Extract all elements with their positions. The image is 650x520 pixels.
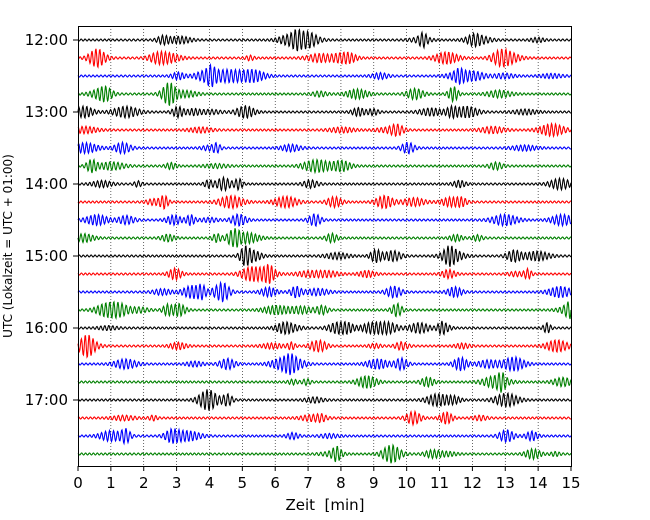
trace-1600 bbox=[77, 319, 572, 337]
x-tick-label-15: 15 bbox=[561, 474, 580, 492]
x-tick-label-2: 2 bbox=[139, 474, 149, 492]
trace-1415 bbox=[77, 194, 571, 211]
x-tick-label-4: 4 bbox=[205, 474, 215, 492]
trace-1345 bbox=[77, 157, 572, 175]
x-tick-label-3: 3 bbox=[172, 474, 182, 492]
y-axis-label: UTC (Lokalzeit = UTC + 01:00) bbox=[1, 154, 15, 338]
trace-1500 bbox=[77, 245, 572, 267]
trace-1530 bbox=[77, 280, 572, 303]
grid-lines bbox=[110, 26, 539, 466]
x-tick-label-9: 9 bbox=[369, 474, 379, 492]
y-tick-label-0: 12:00 bbox=[25, 31, 68, 49]
trace-1245 bbox=[77, 82, 572, 106]
plot-frame bbox=[78, 26, 572, 467]
x-tick-label-5: 5 bbox=[238, 474, 248, 492]
trace-1215 bbox=[77, 47, 572, 69]
x-tick-label-14: 14 bbox=[529, 474, 548, 492]
x-tick-label-8: 8 bbox=[336, 474, 346, 492]
trace-1630 bbox=[77, 353, 572, 376]
x-tick-label-10: 10 bbox=[397, 474, 416, 492]
trace-1730 bbox=[77, 427, 572, 446]
x-tick-label-6: 6 bbox=[270, 474, 280, 492]
trace-1400 bbox=[77, 175, 572, 193]
y-tick-label-5: 17:00 bbox=[25, 391, 68, 409]
trace-1300 bbox=[77, 103, 572, 121]
x-tick-label-13: 13 bbox=[496, 474, 515, 492]
y-tick-label-2: 14:00 bbox=[25, 175, 68, 193]
y-axis-ticks: 12:00 13:00 14:00 15:00 16:00 17:00 bbox=[25, 31, 78, 409]
seismogram-traces bbox=[77, 28, 572, 464]
trace-1615 bbox=[77, 334, 572, 359]
x-tick-label-0: 0 bbox=[73, 474, 83, 492]
trace-1330 bbox=[77, 140, 572, 156]
x-axis-label: Zeit [min] bbox=[285, 496, 364, 514]
x-axis-ticks: 0 1 2 3 4 5 6 7 8 9 10 11 12 13 14 15 bbox=[73, 466, 581, 492]
x-tick-label-11: 11 bbox=[430, 474, 449, 492]
x-tick-label-7: 7 bbox=[303, 474, 313, 492]
trace-1430 bbox=[77, 212, 572, 228]
trace-1545 bbox=[77, 300, 572, 321]
y-tick-label-4: 16:00 bbox=[25, 319, 68, 337]
trace-1700 bbox=[77, 389, 572, 411]
trace-1200 bbox=[77, 28, 572, 52]
trace-1745 bbox=[77, 443, 572, 464]
x-tick-label-1: 1 bbox=[106, 474, 116, 492]
trace-1715 bbox=[77, 409, 572, 427]
trace-1315 bbox=[77, 121, 572, 139]
y-tick-label-1: 13:00 bbox=[25, 103, 68, 121]
trace-1645 bbox=[77, 372, 572, 393]
trace-1515 bbox=[77, 263, 572, 284]
x-tick-label-12: 12 bbox=[463, 474, 482, 492]
y-tick-label-3: 15:00 bbox=[25, 247, 68, 265]
trace-1445 bbox=[77, 228, 572, 248]
trace-1230 bbox=[77, 62, 572, 88]
